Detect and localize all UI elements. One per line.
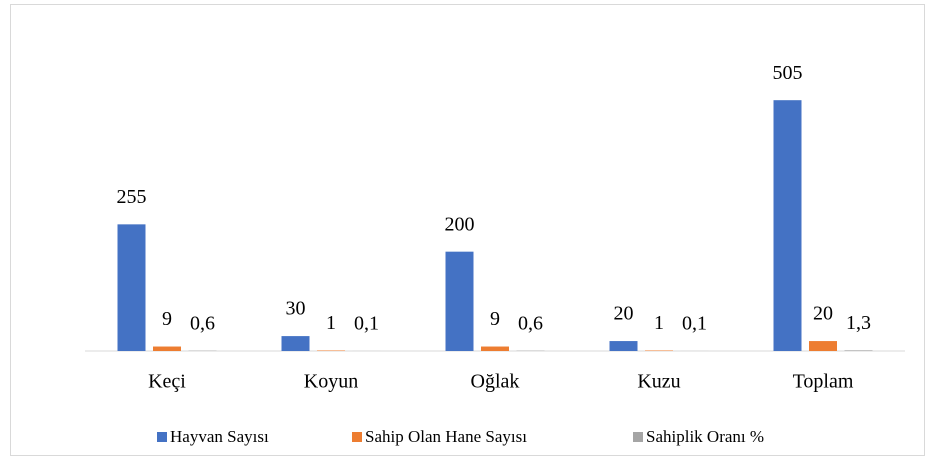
bar	[445, 251, 474, 351]
data-label: 0,6	[518, 312, 543, 334]
bar	[481, 346, 509, 351]
bar	[773, 100, 802, 351]
bar	[117, 224, 146, 351]
legend-label: Sahip Olan Hane Sayısı	[365, 427, 527, 446]
x-tick-label: Toplam	[793, 371, 854, 393]
data-label: 9	[162, 308, 172, 330]
x-tick-label: Kuzu	[637, 371, 680, 393]
x-tick-label: Koyun	[304, 371, 358, 393]
data-label: 20	[614, 303, 634, 325]
bar	[809, 341, 837, 351]
legend-swatch	[157, 432, 167, 442]
data-label: 0,1	[682, 313, 707, 335]
legend-label: Hayvan Sayısı	[170, 427, 269, 446]
bar	[609, 341, 638, 351]
data-label: 0,6	[190, 312, 215, 334]
legend-label: Sahiplik Oranı %	[646, 427, 764, 446]
x-tick-label: Oğlak	[471, 371, 520, 393]
chart-frame	[10, 4, 925, 456]
data-label: 200	[445, 213, 475, 235]
data-label: 505	[773, 62, 803, 84]
data-label: 1	[326, 312, 336, 334]
data-label: 20	[813, 303, 833, 325]
data-label: 1	[654, 312, 664, 334]
data-label: 9	[490, 308, 500, 330]
data-label: 255	[117, 186, 147, 208]
data-label: 30	[286, 298, 306, 320]
bar	[844, 350, 873, 351]
x-tick-label: Keçi	[148, 371, 186, 393]
bar	[281, 336, 310, 351]
bar	[153, 346, 181, 351]
data-label: 0,1	[354, 313, 379, 335]
legend-swatch	[352, 432, 362, 442]
data-label: 1,3	[846, 312, 871, 334]
legend-swatch	[633, 432, 643, 442]
